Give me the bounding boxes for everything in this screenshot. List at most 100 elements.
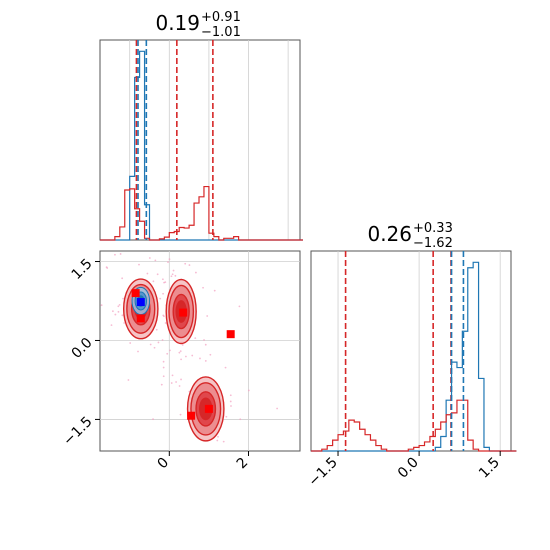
density-sample-dot bbox=[199, 357, 201, 360]
density-sample-dot bbox=[213, 289, 216, 292]
density-sample-dot bbox=[204, 343, 207, 346]
density-sample-dot bbox=[127, 379, 130, 381]
param1-x-tick-label: 0.0 bbox=[395, 455, 422, 482]
density-sample-dot bbox=[122, 297, 125, 300]
density-sample-dot bbox=[191, 354, 194, 357]
density-sample-dot bbox=[159, 297, 162, 300]
density-sample-dot bbox=[229, 394, 232, 397]
panel-hist-param1-ticks: −1.5 0.0 1.5 bbox=[306, 451, 503, 490]
density-sample-dot bbox=[171, 273, 174, 276]
density-sample-dot bbox=[100, 304, 103, 307]
panel-hist-param1-title-value: 0.26 bbox=[367, 222, 412, 246]
density-sample-dot bbox=[117, 305, 120, 308]
density-sample-dot bbox=[209, 353, 212, 356]
density-sample-dot bbox=[162, 314, 165, 317]
density-sample-dot bbox=[164, 281, 167, 284]
density-sample-dot bbox=[178, 351, 181, 354]
density-sample-dot bbox=[105, 266, 108, 269]
density-sample-dot bbox=[179, 350, 182, 353]
density-x-tick-label: 2 bbox=[234, 455, 252, 473]
density-sample-dot bbox=[155, 328, 158, 331]
density-sample-dot bbox=[121, 277, 124, 280]
panel-hist-param0-quantile-lines bbox=[135, 40, 214, 240]
density-sample-dot bbox=[164, 322, 167, 324]
density-sample-dot bbox=[161, 339, 164, 341]
density-sample-dot bbox=[156, 273, 159, 276]
density-sample-dot bbox=[178, 385, 181, 387]
density-sample-dot bbox=[167, 261, 169, 263]
density-sample-dot bbox=[121, 314, 124, 317]
density-sample-dot bbox=[160, 383, 163, 386]
density-sample-dot bbox=[247, 389, 250, 392]
panel-hist-param1-quantile-lines bbox=[344, 251, 465, 451]
density-sample-dot bbox=[161, 278, 164, 281]
panel-hist-param1-frame bbox=[310, 250, 512, 452]
density-sample-dot bbox=[179, 413, 182, 416]
density-sample-dot bbox=[170, 275, 173, 278]
density-sample-dot bbox=[175, 381, 178, 383]
density-sample-dot bbox=[149, 343, 152, 346]
density-sample-dot bbox=[238, 305, 241, 308]
density-sample-dot bbox=[162, 375, 165, 378]
density-marker-red bbox=[136, 314, 145, 323]
density-y-tick-label: 1.5 bbox=[69, 256, 96, 283]
density-x-tick-label: 0 bbox=[155, 455, 173, 473]
panel-hist-param1-histograms bbox=[311, 261, 517, 452]
panel-density-2d: 0 2 −1.5 0.0 1.5 bbox=[60, 250, 301, 473]
density-sample-dot bbox=[162, 292, 164, 295]
density-sample-dot bbox=[222, 440, 225, 443]
param0-histogram-red bbox=[100, 185, 303, 241]
density-sample-dot bbox=[168, 258, 171, 261]
density-sample-dot bbox=[203, 339, 205, 341]
panel-hist-param1: −1.5 0.0 1.5 0.26 +0.33 −1.62 bbox=[306, 221, 517, 490]
density-sample-dot bbox=[152, 280, 155, 283]
density-sample-dot bbox=[117, 310, 120, 313]
density-sample-dot bbox=[180, 378, 182, 381]
density-sample-dot bbox=[184, 355, 187, 358]
density-sample-dot bbox=[224, 366, 227, 369]
panel-hist-param0-title-value: 0.19 bbox=[155, 11, 200, 35]
density-sample-dot bbox=[225, 415, 228, 418]
density-sample-dot bbox=[166, 352, 169, 355]
density-sample-dot bbox=[172, 269, 175, 272]
density-sample-dot bbox=[204, 360, 207, 362]
density-sample-dot bbox=[171, 374, 174, 377]
param1-histogram-red bbox=[311, 399, 517, 452]
density-y-tick-label: 0.0 bbox=[69, 335, 96, 362]
density-sample-dot bbox=[123, 322, 126, 324]
panel-hist-param0-frame bbox=[99, 39, 301, 241]
density-sample-dot bbox=[148, 257, 151, 259]
density-sample-dot bbox=[217, 435, 219, 438]
param1-histogram-blue bbox=[311, 261, 517, 452]
density-marker-red bbox=[187, 411, 196, 420]
density-sample-dot bbox=[112, 310, 114, 313]
panel-hist-param1-title-plus: +0.33 bbox=[413, 221, 453, 236]
density-sample-dot bbox=[216, 439, 219, 442]
density-sample-dot bbox=[239, 418, 242, 421]
param1-x-tick-label: −1.5 bbox=[306, 455, 341, 490]
density-sample-dot bbox=[114, 253, 116, 256]
density-sample-dot bbox=[170, 382, 173, 384]
panel-density-2d-contours bbox=[122, 278, 225, 442]
density-marker-red bbox=[204, 404, 213, 413]
density-marker-blue bbox=[136, 298, 145, 307]
density-sample-dot bbox=[195, 271, 197, 274]
panel-hist-param0-histograms bbox=[100, 50, 303, 241]
density-sample-dot bbox=[137, 350, 139, 353]
panel-hist-param1-grid bbox=[337, 251, 501, 451]
density-sample-dot bbox=[180, 358, 183, 361]
density-sample-dot bbox=[110, 324, 113, 327]
density-sample-dot bbox=[162, 360, 165, 363]
density-marker-red bbox=[179, 308, 188, 317]
density-sample-dot bbox=[276, 407, 279, 410]
panel-hist-param0-title-plus: +0.91 bbox=[201, 10, 241, 25]
density-sample-dot bbox=[174, 274, 177, 277]
density-sample-dot bbox=[181, 343, 184, 346]
density-sample-dot bbox=[157, 341, 160, 344]
panel-hist-param1-title-minus: −1.62 bbox=[413, 236, 453, 251]
density-sample-dot bbox=[162, 366, 165, 369]
density-sample-dot bbox=[119, 253, 122, 255]
panel-hist-param0: 0.19 +0.91 −1.01 bbox=[99, 10, 303, 241]
density-sample-dot bbox=[152, 418, 154, 421]
